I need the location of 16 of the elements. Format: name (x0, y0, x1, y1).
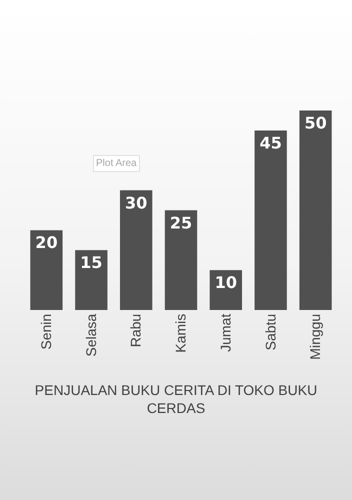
x-tick-label: Rabu (128, 314, 144, 348)
x-tick-label: Jumat (217, 314, 234, 352)
data-label: 25 (170, 213, 192, 232)
data-label: 30 (125, 193, 148, 212)
x-tick-label: Selasa (82, 314, 99, 357)
text: PENJUALAN BUKU CERITA DI TOKO BUKU CERDAS (34, 382, 318, 416)
data-label: 45 (260, 133, 282, 152)
annotation: Plot Area (96, 158, 138, 169)
data-label: 15 (80, 253, 102, 272)
data-label: 10 (214, 273, 237, 292)
data-label: 50 (304, 114, 327, 132)
x-tick-label: Sabtu (262, 314, 278, 350)
x-tick-label: Kamis (172, 314, 189, 353)
x-tick-label: Minggu (307, 314, 324, 360)
x-tick-label: Senin (38, 314, 54, 350)
data-label: 20 (35, 233, 58, 252)
